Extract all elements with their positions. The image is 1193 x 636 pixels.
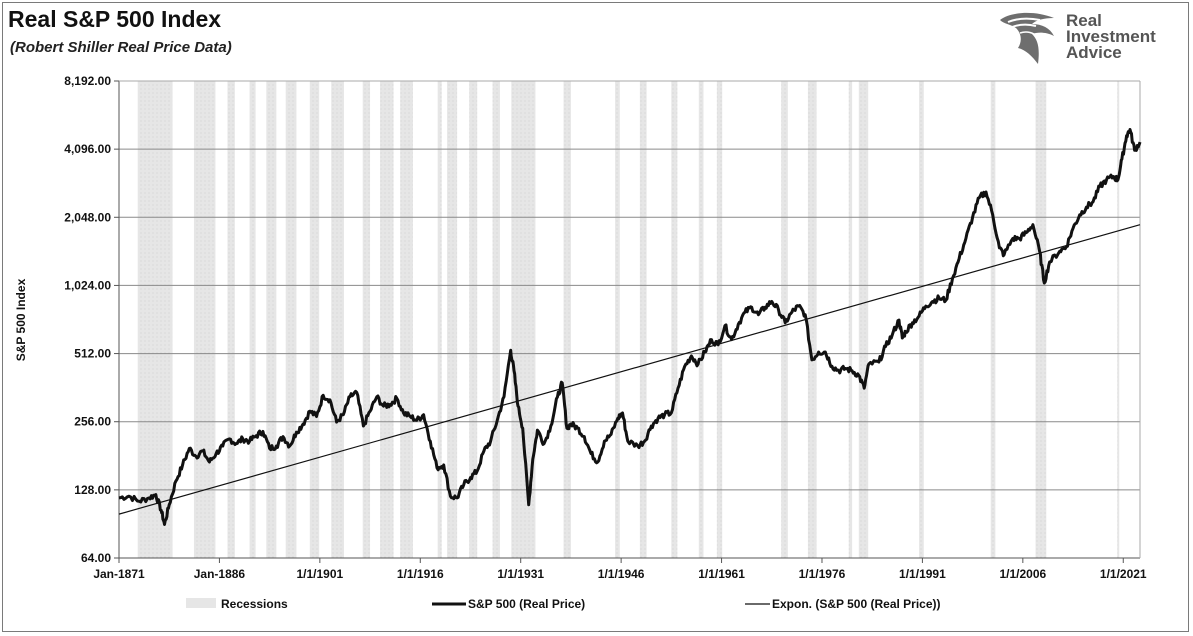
x-tick-label: 1/1/1946 bbox=[598, 567, 645, 581]
recession-band bbox=[193, 81, 216, 558]
y-tick-label: 64.00 bbox=[81, 551, 111, 565]
legend-swatch-recessions bbox=[186, 598, 216, 608]
legend-label-price: S&P 500 (Real Price) bbox=[468, 597, 585, 611]
recession-band bbox=[858, 81, 869, 558]
recession-band bbox=[137, 81, 173, 558]
recession-band bbox=[563, 81, 571, 558]
trend-line bbox=[118, 224, 1141, 515]
x-tick-label: 1/1/1901 bbox=[296, 567, 343, 581]
recession-band bbox=[848, 81, 853, 558]
y-tick-label: 256.00 bbox=[74, 415, 111, 429]
recession-band bbox=[698, 81, 704, 558]
recession-band bbox=[249, 81, 256, 558]
recession-band bbox=[227, 81, 235, 558]
recession-band bbox=[362, 81, 371, 558]
chart-title: Real S&P 500 Index bbox=[8, 6, 222, 32]
x-tick-label: 1/1/1991 bbox=[899, 567, 946, 581]
y-tick-label: 1,024.00 bbox=[64, 278, 111, 292]
y-tick-label: 2,048.00 bbox=[64, 210, 111, 224]
legend: Recessions S&P 500 (Real Price) Expon. (S&… bbox=[186, 597, 941, 611]
recession-band bbox=[671, 81, 678, 558]
recession-bands bbox=[137, 81, 1120, 558]
recession-band bbox=[1035, 81, 1047, 558]
recession-band bbox=[437, 81, 442, 558]
eagle-head-icon bbox=[1000, 12, 1054, 64]
recession-band bbox=[447, 81, 458, 558]
recession-band bbox=[285, 81, 297, 558]
x-tick-label: 1/1/1976 bbox=[799, 567, 846, 581]
price-line bbox=[118, 128, 1142, 526]
recession-band bbox=[400, 81, 413, 558]
recession-band bbox=[380, 81, 394, 558]
recession-band bbox=[309, 81, 320, 558]
x-tick-label: 1/1/2006 bbox=[999, 567, 1046, 581]
logo: Real Investment Advice bbox=[996, 10, 1176, 66]
recession-band bbox=[615, 81, 620, 558]
y-axis-label: S&P 500 Index bbox=[14, 278, 28, 361]
y-tick-label: 4,096.00 bbox=[64, 142, 111, 156]
recession-band bbox=[469, 81, 478, 558]
logo-line-2: Investment bbox=[1066, 27, 1156, 46]
legend-label-recessions: Recessions bbox=[221, 597, 288, 611]
x-tick-label: Jan-1871 bbox=[93, 567, 145, 581]
series-layer bbox=[118, 128, 1142, 526]
x-tick-label: 1/1/1916 bbox=[397, 567, 444, 581]
x-tick-label: 1/1/1931 bbox=[497, 567, 544, 581]
logo-line-1: Real bbox=[1066, 11, 1102, 30]
x-tick-label: 1/1/1961 bbox=[698, 567, 745, 581]
axes: 64.00 128.00 256.00 512.00 1,024.00 2,048.00 4… bbox=[64, 74, 1147, 581]
logo-text: Real Investment Advice bbox=[1066, 11, 1156, 62]
recession-band bbox=[492, 81, 500, 558]
x-tick-label: Jan-1886 bbox=[194, 567, 246, 581]
recession-band bbox=[331, 81, 344, 558]
x-tick-label: 1/1/2021 bbox=[1100, 567, 1147, 581]
recession-band bbox=[990, 81, 996, 558]
y-tick-label: 512.00 bbox=[74, 347, 111, 361]
recession-band bbox=[716, 81, 723, 558]
recession-band bbox=[919, 81, 924, 558]
legend-label-trend: Expon. (S&P 500 (Real Price)) bbox=[772, 597, 941, 611]
recession-band bbox=[1117, 81, 1120, 558]
y-tick-label: 128.00 bbox=[74, 483, 111, 497]
y-tick-label: 8,192.00 bbox=[64, 74, 111, 88]
recession-band bbox=[639, 81, 647, 558]
recession-band bbox=[807, 81, 817, 558]
logo-line-3: Advice bbox=[1066, 43, 1122, 62]
recession-band bbox=[266, 81, 277, 558]
chart-subtitle: (Robert Shiller Real Price Data) bbox=[10, 39, 232, 56]
